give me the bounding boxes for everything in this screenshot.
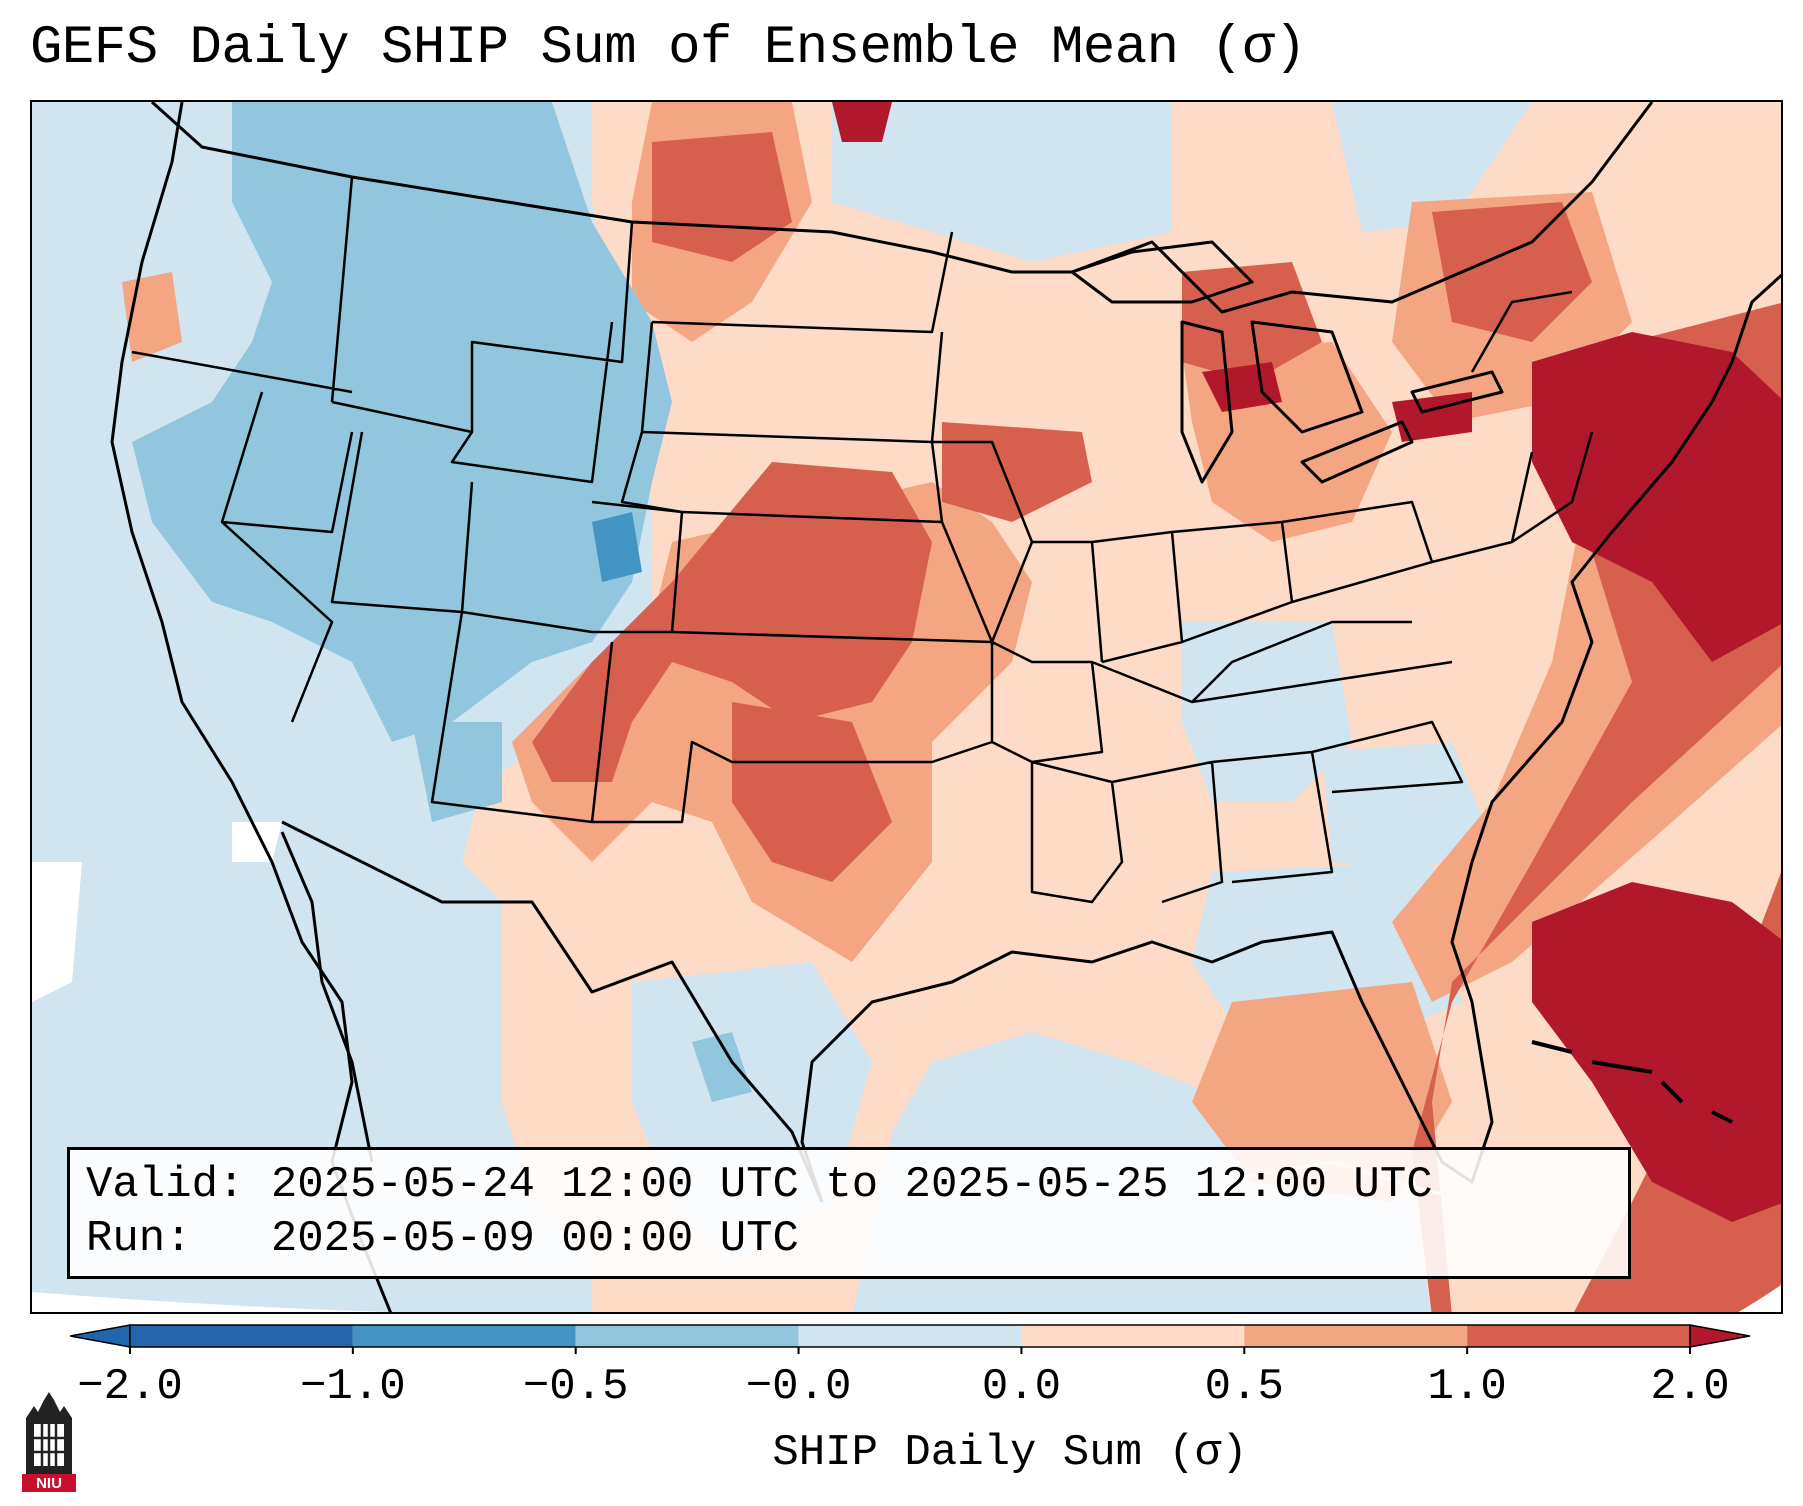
validity-info-box: Valid: 2025-05-24 12:00 UTC to 2025-05-2… [67, 1147, 1631, 1279]
anomaly-region-dark-red [1202, 362, 1282, 412]
run-row: Run: 2025-05-09 00:00 UTC [86, 1212, 1612, 1266]
colorbar-extend-high [1689, 1324, 1750, 1348]
missing-data-patch [232, 822, 282, 862]
boundary-lines [110, 102, 1781, 1312]
anomaly-region-blue [412, 722, 502, 822]
pacific-coastline [110, 102, 392, 1312]
colorbar-extend-low [70, 1324, 131, 1348]
colorbar-segment [1021, 1325, 1245, 1347]
anomaly-region-light-blue [1182, 622, 1352, 802]
niu-building-logo-icon: NIU [22, 1392, 76, 1492]
run-value: 2025-05-09 00:00 UTC [270, 1214, 799, 1264]
lake-superior [1070, 240, 1254, 304]
state-lines [131, 176, 1594, 904]
colorbar-tick-label: 1.0 [1427, 1362, 1507, 1412]
colorbar-segment [1467, 1325, 1690, 1347]
colorbar-tick-label: −2.0 [77, 1362, 183, 1412]
page-title: GEFS Daily SHIP Sum of Ensemble Mean (σ) [30, 18, 1307, 79]
lake-huron [1250, 320, 1364, 434]
run-label: Run: [86, 1214, 192, 1264]
missing-data-patch [32, 862, 82, 1002]
anomaly-region-red [532, 462, 932, 782]
anomaly-region-light-blue [832, 102, 1172, 262]
colorbar-tick-label: −1.0 [300, 1362, 406, 1412]
lake-ontario [1410, 370, 1504, 414]
anomaly-region-dark-blue [592, 512, 642, 582]
anomaly-shading [32, 102, 1781, 1312]
anomaly-region-red [1432, 202, 1592, 342]
caribbean-islands [1531, 1040, 1733, 1124]
colorbar-segment [575, 1325, 799, 1347]
colorbar-label: SHIP Daily Sum (σ) [772, 1428, 1248, 1478]
colorbar-segment [130, 1325, 353, 1347]
colorbar-tick-label: −0.0 [745, 1362, 852, 1412]
outside-domain-area [1738, 1284, 1781, 1312]
anomaly-region-dark-red [1532, 882, 1781, 1222]
colorbar-tick-label: 0.5 [1204, 1362, 1284, 1412]
colorbar-tick-label: 0.0 [981, 1362, 1062, 1412]
valid-row: Valid: 2025-05-24 12:00 UTC to 2025-05-2… [86, 1158, 1612, 1212]
map-panel [30, 100, 1783, 1314]
anomaly-region-dark-red [1532, 332, 1781, 662]
valid-label: Valid: [86, 1160, 245, 1210]
anomaly-region-light-blue [1322, 742, 1492, 872]
anomaly-region-red [732, 702, 892, 882]
anomaly-region-red [942, 422, 1092, 522]
anomaly-region-dark-red [832, 102, 892, 142]
colorbar-segment [1244, 1325, 1468, 1347]
mexico-border [281, 820, 824, 1203]
colorbar-tick-label: −0.5 [522, 1362, 629, 1412]
colorbar [70, 1324, 1750, 1354]
anomaly-region-blue [132, 102, 672, 742]
baja-coastline [280, 831, 374, 1163]
valid-value: 2025-05-24 12:00 UTC to 2025-05-25 12:00… [270, 1160, 1433, 1210]
outside-domain-area [32, 1292, 388, 1312]
colorbar-tick-label: 2.0 [1650, 1362, 1730, 1412]
anomaly-region-blue [692, 1032, 752, 1102]
atlantic-coastline [1470, 273, 1781, 863]
colorbar-segment [798, 1325, 1022, 1347]
gulf-coastline [800, 861, 1494, 1203]
lake-michigan [1180, 320, 1234, 484]
anomaly-map [32, 102, 1781, 1312]
colorbar-outline [129, 1324, 1691, 1348]
colorbar-segment [352, 1325, 576, 1347]
logo-text: NIU [36, 1475, 62, 1492]
lake-erie [1300, 420, 1414, 484]
anomaly-region-light-blue [1332, 102, 1532, 232]
